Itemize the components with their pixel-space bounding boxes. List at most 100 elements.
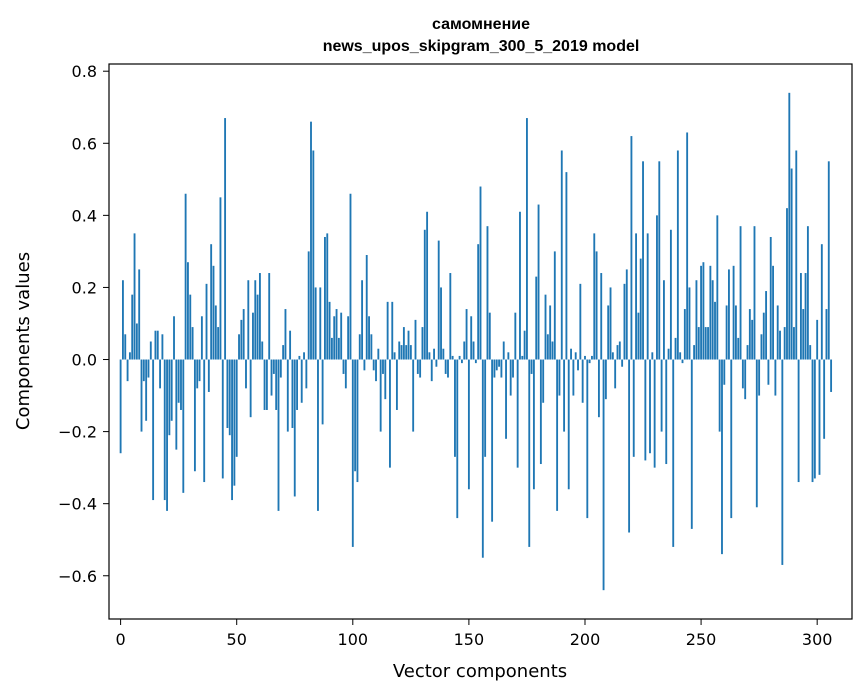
bar [797,359,800,483]
bar [263,359,266,410]
bar [256,294,259,360]
bar [433,348,435,360]
bar [477,244,480,360]
bar [653,359,656,468]
bar [584,355,586,360]
bar [219,197,222,360]
bar [386,301,389,360]
bar [830,359,833,392]
bar [451,355,454,360]
bar [166,359,168,511]
bar [187,262,189,360]
bar [676,150,679,360]
bar [173,316,175,360]
bar [437,240,440,360]
bar [398,341,401,360]
bar [577,359,579,371]
x-tick-label: 0 [116,630,126,649]
bar [196,359,199,389]
bar [686,132,689,360]
bar [461,359,463,364]
x-tick-label: 200 [570,630,601,649]
bar [697,327,700,360]
bar [639,258,642,360]
bar [319,287,322,360]
bar [421,327,424,360]
bar [289,330,292,360]
bar [507,352,510,360]
bar [769,236,772,360]
bar [154,330,157,360]
bar [214,305,217,360]
bar [600,273,603,360]
bar [570,348,572,360]
bar [526,118,528,360]
x-tick-label: 50 [227,630,247,649]
bar [326,233,329,360]
bar [240,319,243,360]
bar [823,359,826,439]
bar [407,330,410,360]
bar [184,193,187,360]
bar [546,334,549,360]
bar [389,359,391,468]
bar [412,359,415,432]
bar [409,345,412,360]
bar [159,359,162,389]
bar [491,359,494,522]
bar [377,348,380,360]
bar [542,359,545,403]
bar [375,359,377,382]
bar [203,359,206,483]
bar [182,359,185,493]
bar [642,161,644,360]
bar [122,280,124,360]
bar [344,359,347,389]
bar [252,312,254,360]
bar [512,359,514,378]
bar [152,359,155,501]
bar [328,301,331,360]
bar [347,316,350,360]
bar [428,352,431,360]
bar [414,319,417,360]
bar [284,309,287,360]
bar [725,305,728,360]
bar [435,359,438,367]
bar [774,359,777,396]
bar [602,359,605,591]
bar [254,280,257,360]
bar [126,359,129,382]
bar [361,280,364,360]
bar [732,265,735,360]
bar [119,359,122,454]
bar [340,312,343,360]
bar [365,255,368,360]
bar [189,294,192,360]
bar [135,323,138,360]
bar [128,352,131,360]
bar [521,355,524,360]
bar [405,345,408,360]
bar [779,330,781,360]
bar [632,359,635,457]
bar [505,359,507,439]
bar [275,359,278,410]
bar [249,359,252,418]
bar [210,244,213,360]
bar [544,294,547,360]
bar [658,161,661,360]
bar [704,327,707,360]
bar [217,327,220,360]
bar [161,334,164,360]
bar [788,92,791,360]
bar [198,359,201,382]
bar [574,352,577,360]
bar [714,301,716,360]
bar [465,309,468,360]
bar [307,251,310,360]
bar [247,280,250,360]
bar [707,327,709,360]
